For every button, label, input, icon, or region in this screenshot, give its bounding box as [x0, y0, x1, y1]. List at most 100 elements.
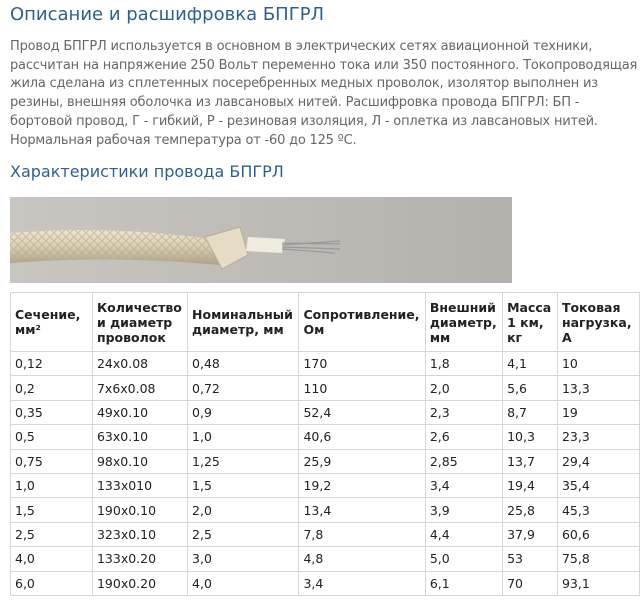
table-cell: 2,6	[424, 424, 504, 450]
column-header: Масса 1 км, кг	[502, 292, 558, 352]
table-cell: 2,3	[424, 399, 504, 426]
table-cell: 2,85	[424, 448, 504, 474]
table-cell: 190x0.20	[91, 570, 189, 596]
table-cell: 60,6	[556, 521, 640, 548]
table-cell: 23,3	[556, 424, 640, 450]
table-cell: 1,0	[187, 424, 300, 450]
table-cell: 19,4	[502, 472, 558, 499]
table-cell: 29,4	[556, 448, 640, 474]
table-cell: 5,6	[502, 375, 558, 401]
table-row: 0,5 63x0.10 1,0 40,6 2,6 10,3 23,3	[10, 424, 640, 450]
table-cell: 110	[298, 375, 426, 401]
table-row: 0,12 24x0.08 0,48 170 1,8 4,1 10	[10, 350, 640, 377]
table-cell: 53	[502, 546, 558, 572]
table-cell: 13,3	[556, 375, 640, 401]
table-row: 2,5 323x0.10 2,5 7,8 4,4 37,9 60,6	[10, 521, 640, 548]
description-line: Нормальная рабочая температура от -60 до…	[10, 132, 357, 148]
table-cell: 24x0.08	[91, 350, 189, 377]
table-cell: 6,0	[10, 570, 93, 596]
description: Провод БПГРЛ используется в основном в э…	[10, 38, 637, 150]
table-cell: 4,1	[502, 350, 558, 377]
table-cell: 4,8	[298, 546, 426, 572]
table-cell: 133x0.20	[91, 546, 189, 572]
header-row: Сечение, мм² Количество и диаметр проволо…	[10, 292, 640, 352]
table-row: 0,35 49x0.10 0,9 52,4 2,3 8,7 19	[10, 399, 640, 426]
table-cell: 3,0	[187, 546, 300, 572]
table-cell: 7x6x0.08	[91, 375, 189, 401]
table-cell: 37,9	[502, 521, 558, 548]
table-cell: 0,2	[10, 375, 93, 401]
table-cell: 323x0.10	[91, 521, 189, 548]
table-cell: 45,3	[556, 497, 640, 523]
table-cell: 4,0	[10, 546, 93, 572]
page-title: Описание и расшифровка БПГРЛ	[10, 4, 325, 25]
table-cell: 0,48	[187, 350, 300, 377]
table-cell: 25,8	[502, 497, 558, 523]
table-cell: 0,75	[10, 448, 93, 474]
table-cell: 3,4	[424, 472, 504, 499]
column-header: Количество и диаметр проволок	[91, 292, 189, 352]
table-cell: 40,6	[298, 424, 426, 450]
table-body: 0,12 24x0.08 0,48 170 1,8 4,1 10 0,2 7x6x0.08 0,7…	[10, 350, 640, 596]
table-cell: 13,4	[298, 497, 426, 523]
table-cell: 63x0.10	[91, 424, 189, 450]
table-cell: 70	[502, 570, 558, 596]
table-cell: 5,0	[424, 546, 504, 572]
table-cell: 1,25	[187, 448, 300, 474]
table-cell: 98x0.10	[91, 448, 189, 474]
column-header: Сечение, мм²	[10, 292, 93, 352]
table-cell: 1,5	[187, 472, 300, 499]
column-header: Сопротивление, Ом	[298, 292, 426, 352]
spec-table: Сечение, мм² Количество и диаметр проволо…	[10, 292, 640, 596]
table-cell: 25,9	[298, 448, 426, 474]
column-header: Токовая нагрузка, А	[556, 292, 640, 352]
table-row: 6,0 190x0.20 4,0 3,4 6,1 70 93,1	[10, 570, 640, 596]
table-cell: 2,5	[10, 521, 93, 548]
description-line: бортовой провод, Г - гибкий, Р - резинов…	[10, 113, 598, 129]
table-cell: 7,8	[298, 521, 426, 548]
column-header: Номинальный диаметр, мм	[187, 292, 300, 352]
table-cell: 2,0	[424, 375, 504, 401]
table-cell: 1,8	[424, 350, 504, 377]
table-cell: 93,1	[556, 570, 640, 596]
table-row: 0,2 7x6x0.08 0,72 110 2,0 5,6 13,3	[10, 375, 640, 401]
table-cell: 52,4	[298, 399, 426, 426]
table-cell: 2,0	[187, 497, 300, 523]
table-cell: 49x0.10	[91, 399, 189, 426]
description-line: Провод БПГРЛ используется в основном в э…	[10, 39, 593, 54]
table-cell: 190x0.10	[91, 497, 189, 523]
table-cell: 3,4	[298, 570, 426, 596]
description-line: жила сделана из сплетенных посеребренных…	[10, 76, 598, 92]
table-cell: 8,7	[502, 399, 558, 426]
table-row: 0,75 98x0.10 1,25 25,9 2,85 13,7 29,4	[10, 448, 640, 474]
table-cell: 10	[556, 350, 640, 377]
table-cell: 1,0	[10, 472, 93, 499]
column-header: Внешний диаметр, мм	[424, 292, 504, 352]
table-cell: 1,5	[10, 497, 93, 523]
table-cell: 3,9	[424, 497, 504, 523]
description-line: рассчитан на напряжение 250 Вольт переме…	[10, 57, 638, 73]
table-cell: 75,8	[556, 546, 640, 572]
table-cell: 170	[298, 350, 426, 377]
table-cell: 0,9	[187, 399, 300, 426]
table-cell: 4,0	[187, 570, 300, 596]
table-cell: 35,4	[556, 472, 640, 499]
table-row: 1,5 190x0.10 2,0 13,4 3,9 25,8 45,3	[10, 497, 640, 523]
wire-photo	[10, 197, 512, 283]
table-cell: 19,2	[298, 472, 426, 499]
table-cell: 0,5	[10, 424, 93, 450]
section-title: Характеристики провода БПГРЛ	[10, 162, 284, 181]
table-cell: 4,4	[424, 521, 504, 548]
table-cell: 0,12	[10, 350, 93, 377]
description-line: резины, внешняя оболочка из лавсановых н…	[10, 95, 580, 111]
table-cell: 133x010	[91, 472, 189, 499]
table-row: 4,0 133x0.20 3,0 4,8 5,0 53 75,8	[10, 546, 640, 572]
table-cell: 19	[556, 399, 640, 426]
table-cell: 13,7	[502, 448, 558, 474]
table-cell: 10,3	[502, 424, 558, 450]
table-row: 1,0 133x010 1,5 19,2 3,4 19,4 35,4	[10, 472, 640, 499]
table-cell: 6,1	[424, 570, 504, 596]
table-cell: 2,5	[187, 521, 300, 548]
table-cell: 0,72	[187, 375, 300, 401]
